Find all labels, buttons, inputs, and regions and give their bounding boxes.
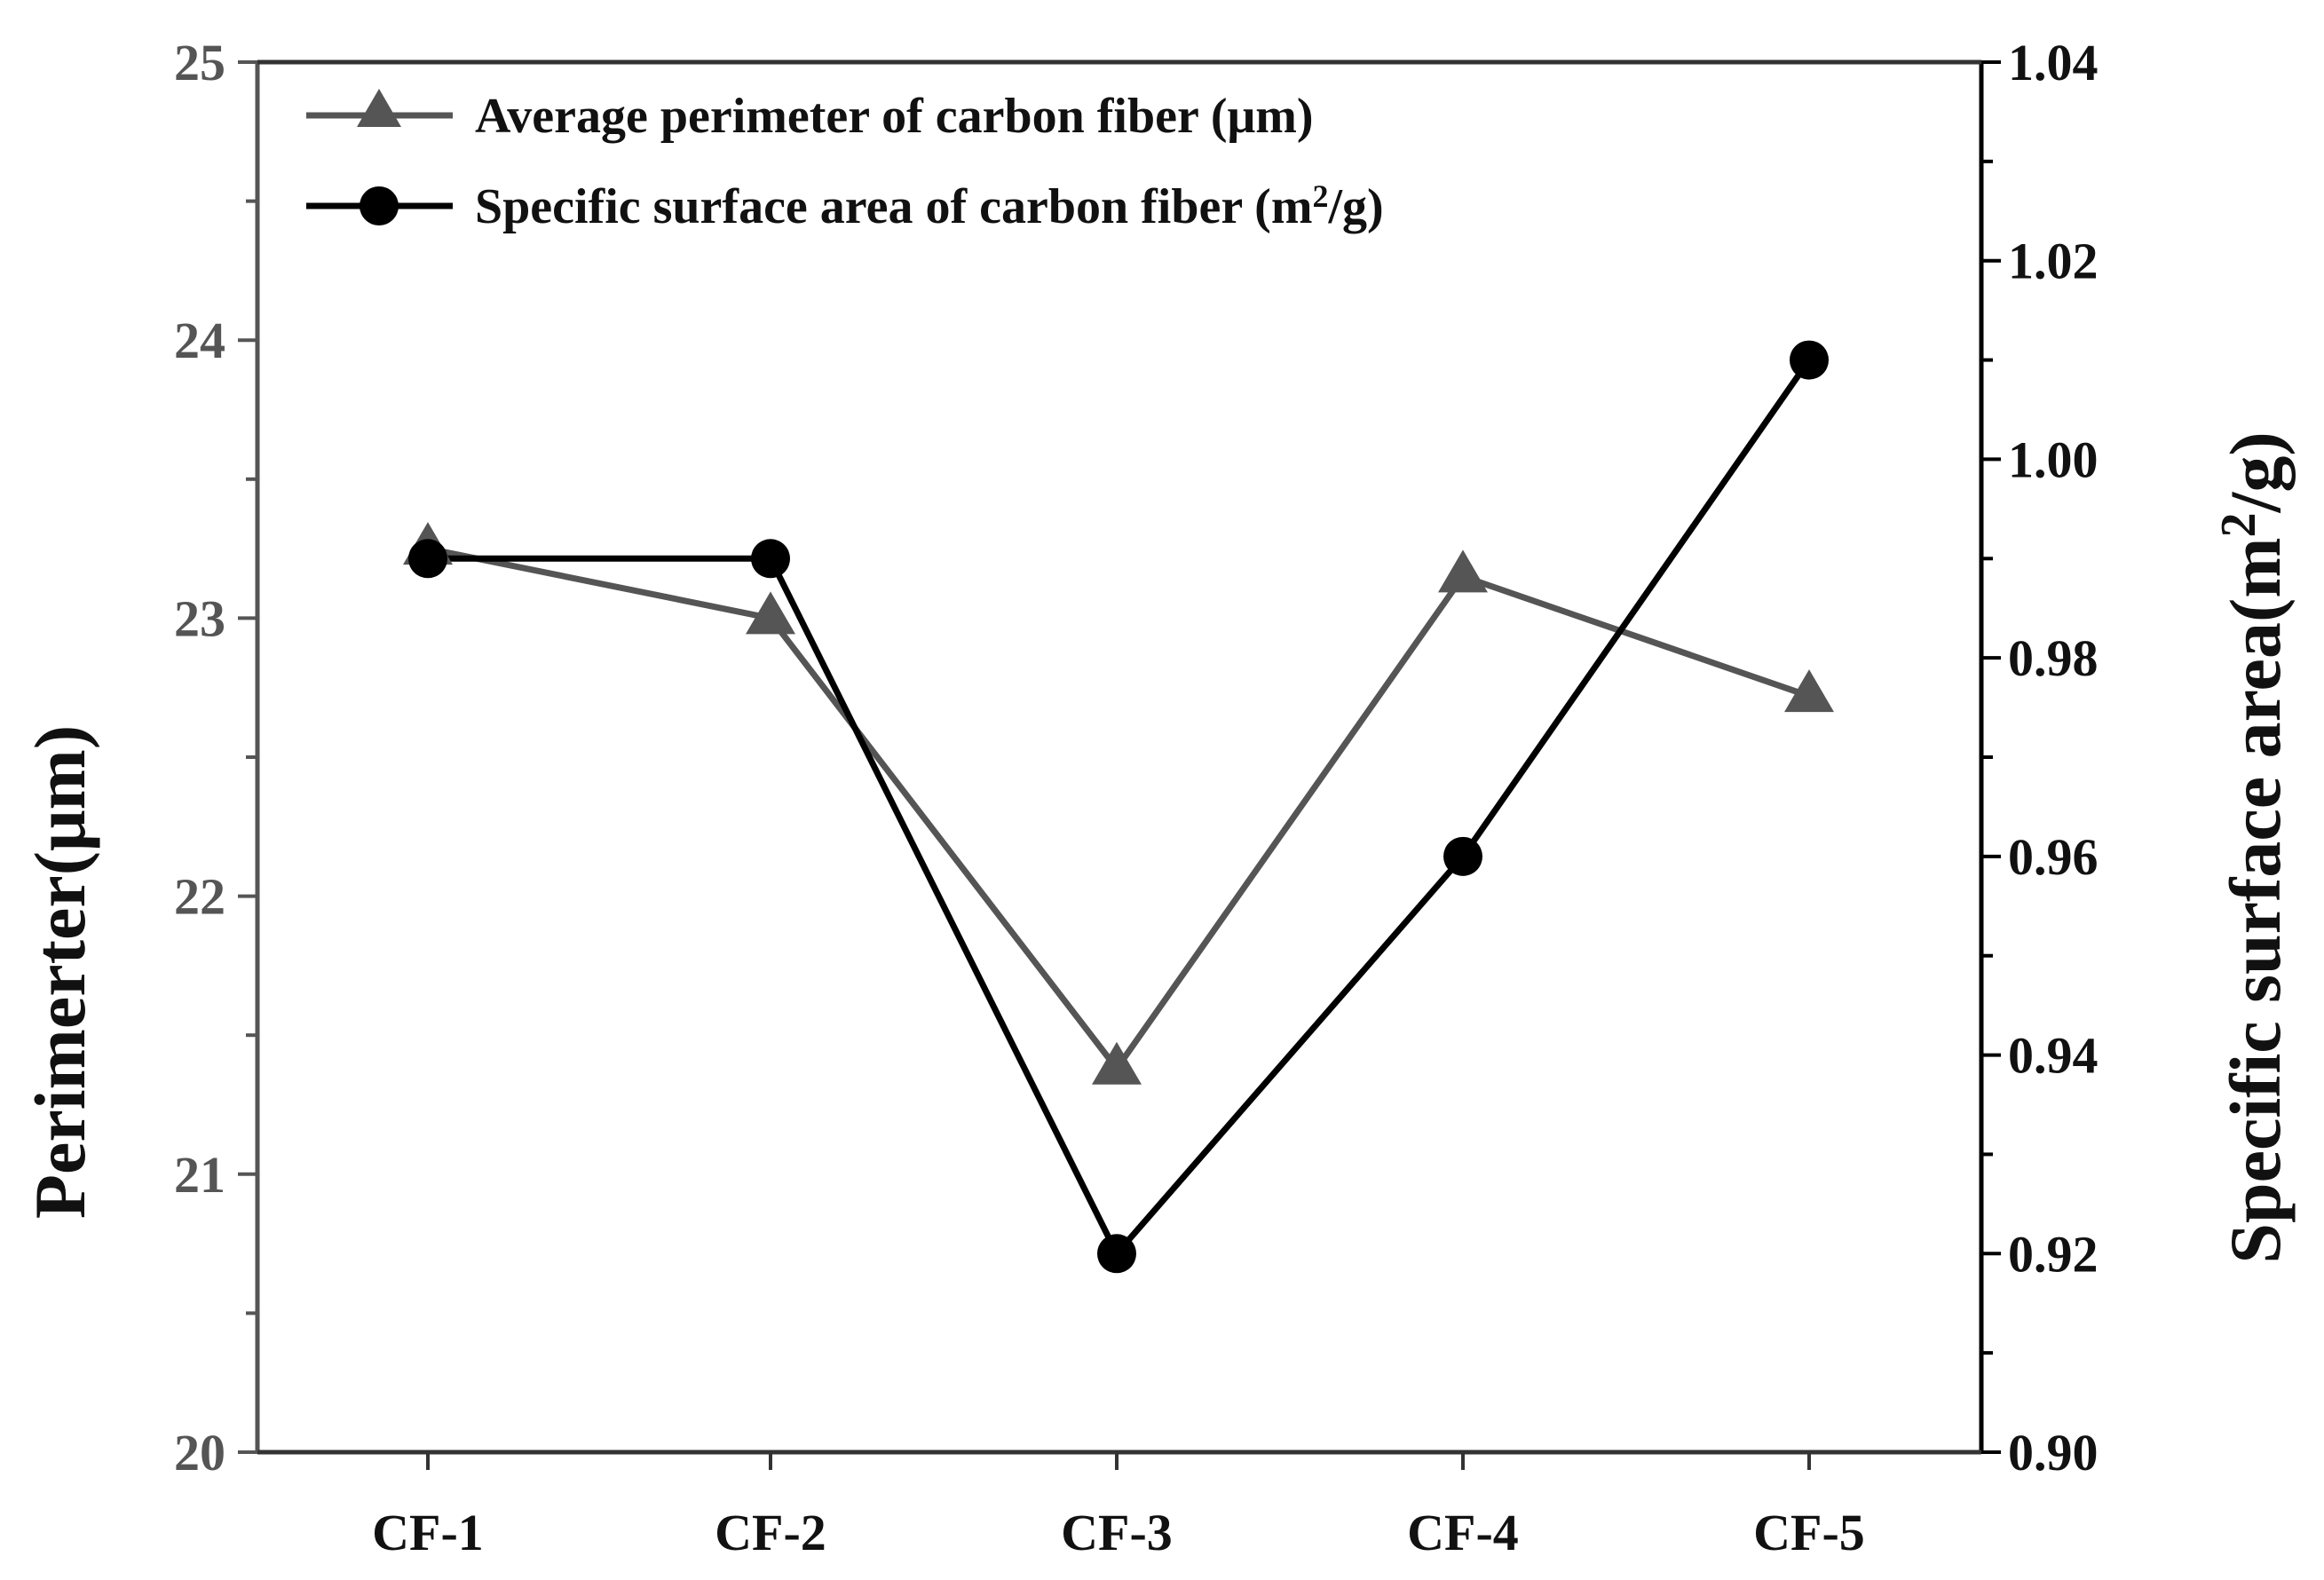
legend-label-surface-area-sup: 2 xyxy=(1312,178,1328,214)
legend-label-perimeter: Average perimeter of carbon fiber (μm) xyxy=(475,89,1314,144)
left-tick-label: 21 xyxy=(174,1146,225,1204)
right-axis-title-base: Specific surface area(m xyxy=(2215,537,2296,1263)
right-axis-title-tail: /g) xyxy=(2215,431,2296,513)
right-tick-label: 0.90 xyxy=(2008,1424,2099,1481)
x-tick-label: CF-2 xyxy=(715,1504,826,1561)
series-group xyxy=(403,340,1834,1274)
legend-circle-marker xyxy=(360,186,399,225)
right-axis-title-sup: 2 xyxy=(2211,512,2266,537)
left-tick-label: 22 xyxy=(174,868,225,926)
legend-label-surface-area-tail: /g) xyxy=(1327,179,1383,234)
legend: Average perimeter of carbon fiber (μm) S… xyxy=(306,89,1384,234)
legend-label-surface-area-unit: (m xyxy=(1254,179,1312,234)
x-tick-label: CF-4 xyxy=(1407,1504,1519,1561)
left-axis-title: Perimerter(μm) xyxy=(20,725,100,1219)
circle-marker xyxy=(751,539,790,579)
axes-group: 20 21 22 23 24 25 0.90 0.92 0.94 0.96 0.98 1.00 1.02… xyxy=(174,34,2099,1561)
legend-label-surface-area: Specific surface area of carbon fiber (m… xyxy=(475,178,1384,234)
legend-label-surface-area-name: Specific surface area of carbon fiber xyxy=(475,179,1242,234)
circle-marker xyxy=(1790,340,1829,380)
circle-marker xyxy=(408,539,447,579)
circle-marker xyxy=(1443,836,1482,876)
x-tick-label: CF-5 xyxy=(1753,1504,1865,1561)
right-tick-label: 1.04 xyxy=(2008,34,2099,91)
triangle-marker xyxy=(1438,549,1488,593)
triangle-marker xyxy=(1784,669,1834,713)
left-tick-label: 25 xyxy=(174,34,225,91)
right-tick-label: 0.92 xyxy=(2008,1225,2099,1283)
x-tick-label: CF-1 xyxy=(372,1504,484,1561)
right-tick-label: 0.94 xyxy=(2008,1027,2099,1085)
triangle-marker xyxy=(1092,1041,1142,1085)
left-tick-label: 23 xyxy=(174,589,225,647)
triangle-marker xyxy=(746,591,795,635)
right-axis-title: Specific surface area(m2/g) xyxy=(2211,431,2296,1263)
right-tick-label: 0.96 xyxy=(2008,828,2099,886)
legend-triangle-marker xyxy=(357,89,401,127)
left-tick-label: 20 xyxy=(174,1424,225,1481)
right-tick-label: 1.02 xyxy=(2008,233,2099,290)
right-tick-label: 0.98 xyxy=(2008,629,2099,687)
right-tick-label: 1.00 xyxy=(2008,431,2099,488)
left-tick-label: 24 xyxy=(174,312,225,369)
circle-marker xyxy=(1097,1234,1136,1274)
x-tick-label: CF-3 xyxy=(1061,1504,1173,1561)
